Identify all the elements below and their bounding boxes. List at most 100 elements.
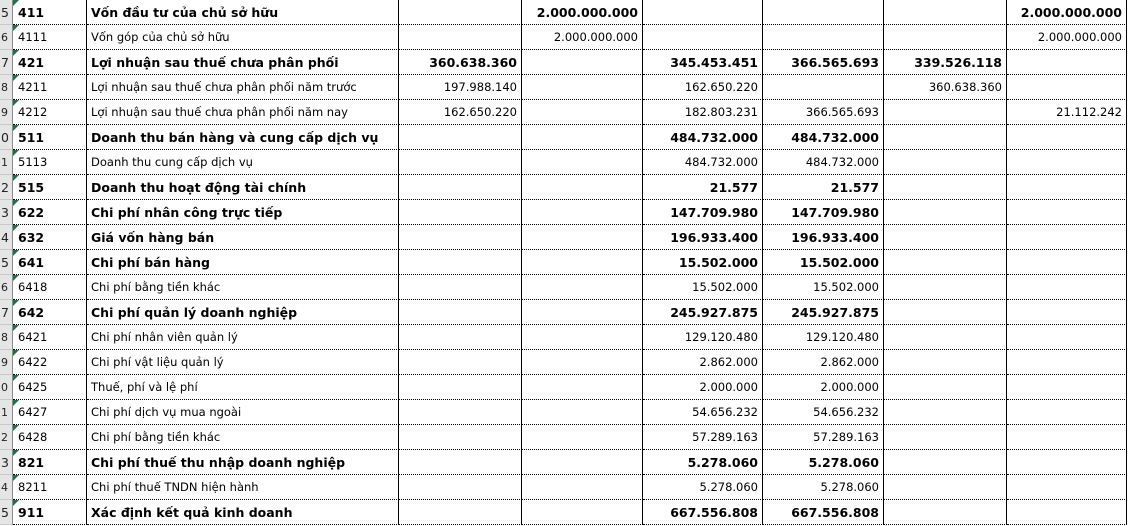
value-cell[interactable]: 15.502.000: [763, 275, 884, 300]
account-code-cell[interactable]: 511: [13, 125, 87, 150]
account-name-cell[interactable]: Chi phí quản lý doanh nghiệp: [87, 300, 399, 325]
value-cell[interactable]: 2.000.000.000: [522, 25, 643, 50]
row-number-cell[interactable]: 3: [0, 450, 13, 475]
value-cell[interactable]: 147.709.980: [763, 200, 884, 225]
value-cell[interactable]: [399, 175, 522, 200]
value-cell[interactable]: 345.453.451: [643, 50, 763, 75]
value-cell[interactable]: [1007, 125, 1127, 150]
account-code-cell[interactable]: 515: [13, 175, 87, 200]
value-cell[interactable]: 245.927.875: [643, 300, 763, 325]
value-cell[interactable]: [884, 175, 1007, 200]
value-cell[interactable]: 57.289.163: [643, 425, 763, 450]
value-cell[interactable]: 129.120.480: [643, 325, 763, 350]
row-number-cell[interactable]: 6: [0, 25, 13, 50]
value-cell[interactable]: [399, 125, 522, 150]
value-cell[interactable]: [399, 0, 522, 25]
row-number-cell[interactable]: 5: [0, 250, 13, 275]
account-name-cell[interactable]: Giá vốn hàng bán: [87, 225, 399, 250]
value-cell[interactable]: [884, 125, 1007, 150]
value-cell[interactable]: 15.502.000: [763, 250, 884, 275]
value-cell[interactable]: [399, 275, 522, 300]
value-cell[interactable]: [643, 0, 763, 25]
account-name-cell[interactable]: Chi phí vật liệu quản lý: [87, 350, 399, 375]
value-cell[interactable]: [522, 100, 643, 125]
value-cell[interactable]: 57.289.163: [763, 425, 884, 450]
value-cell[interactable]: [522, 75, 643, 100]
value-cell[interactable]: 2.000.000.000: [1007, 0, 1127, 25]
value-cell[interactable]: [1007, 350, 1127, 375]
value-cell[interactable]: 484.732.000: [643, 150, 763, 175]
value-cell[interactable]: [1007, 200, 1127, 225]
value-cell[interactable]: [884, 475, 1007, 500]
value-cell[interactable]: 366.565.693: [763, 50, 884, 75]
value-cell[interactable]: 2.000.000.000: [1007, 25, 1127, 50]
value-cell[interactable]: [884, 425, 1007, 450]
value-cell[interactable]: 182.803.231: [643, 100, 763, 125]
account-code-cell[interactable]: 642: [13, 300, 87, 325]
value-cell[interactable]: [399, 25, 522, 50]
value-cell[interactable]: [884, 300, 1007, 325]
account-name-cell[interactable]: Chi phí nhân công trực tiếp: [87, 200, 399, 225]
value-cell[interactable]: [399, 375, 522, 400]
row-number-cell[interactable]: 1: [0, 150, 13, 175]
value-cell[interactable]: [522, 225, 643, 250]
account-code-cell[interactable]: 6427: [13, 400, 87, 425]
value-cell[interactable]: 2.000.000: [763, 375, 884, 400]
value-cell[interactable]: [884, 275, 1007, 300]
account-name-cell[interactable]: Vốn góp của chủ sở hữu: [87, 25, 399, 50]
account-name-cell[interactable]: Chi phí bán hàng: [87, 250, 399, 275]
account-code-cell[interactable]: 421: [13, 50, 87, 75]
value-cell[interactable]: [884, 325, 1007, 350]
account-name-cell[interactable]: Doanh thu hoạt động tài chính: [87, 175, 399, 200]
value-cell[interactable]: 5.278.060: [763, 475, 884, 500]
value-cell[interactable]: [1007, 475, 1127, 500]
value-cell[interactable]: [522, 475, 643, 500]
value-cell[interactable]: 21.577: [643, 175, 763, 200]
value-cell[interactable]: [884, 25, 1007, 50]
value-cell[interactable]: [522, 300, 643, 325]
value-cell[interactable]: [763, 25, 884, 50]
value-cell[interactable]: 2.862.000: [643, 350, 763, 375]
account-code-cell[interactable]: 4111: [13, 25, 87, 50]
value-cell[interactable]: [522, 425, 643, 450]
value-cell[interactable]: 197.988.140: [399, 75, 522, 100]
value-cell[interactable]: [1007, 50, 1127, 75]
value-cell[interactable]: [399, 250, 522, 275]
value-cell[interactable]: [1007, 450, 1127, 475]
account-name-cell[interactable]: Lợi nhuận sau thuế chưa phân phối: [87, 50, 399, 75]
value-cell[interactable]: 5.278.060: [643, 475, 763, 500]
value-cell[interactable]: [1007, 150, 1127, 175]
row-number-cell[interactable]: 9: [0, 350, 13, 375]
value-cell[interactable]: [884, 150, 1007, 175]
row-number-cell[interactable]: 6: [0, 275, 13, 300]
value-cell[interactable]: [522, 500, 643, 525]
row-number-cell[interactable]: 0: [0, 125, 13, 150]
account-name-cell[interactable]: Lợi nhuận sau thuế chưa phân phối năm tr…: [87, 75, 399, 100]
value-cell[interactable]: 21.112.242: [1007, 100, 1127, 125]
value-cell[interactable]: 484.732.000: [643, 125, 763, 150]
value-cell[interactable]: 360.638.360: [399, 50, 522, 75]
value-cell[interactable]: [643, 25, 763, 50]
value-cell[interactable]: 162.650.220: [399, 100, 522, 125]
row-number-cell[interactable]: 0: [0, 375, 13, 400]
value-cell[interactable]: [884, 500, 1007, 525]
value-cell[interactable]: 2.862.000: [763, 350, 884, 375]
value-cell[interactable]: [522, 375, 643, 400]
value-cell[interactable]: [1007, 275, 1127, 300]
value-cell[interactable]: [763, 75, 884, 100]
value-cell[interactable]: 366.565.693: [763, 100, 884, 125]
value-cell[interactable]: 2.000.000.000: [522, 0, 643, 25]
account-code-cell[interactable]: 632: [13, 225, 87, 250]
value-cell[interactable]: [522, 150, 643, 175]
account-code-cell[interactable]: 4211: [13, 75, 87, 100]
value-cell[interactable]: [399, 425, 522, 450]
value-cell[interactable]: [1007, 300, 1127, 325]
account-code-cell[interactable]: 911: [13, 500, 87, 525]
value-cell[interactable]: [884, 375, 1007, 400]
account-code-cell[interactable]: 8211: [13, 475, 87, 500]
row-number-cell[interactable]: 2: [0, 175, 13, 200]
value-cell[interactable]: [522, 350, 643, 375]
account-name-cell[interactable]: Chi phí bằng tiền khác: [87, 275, 399, 300]
value-cell[interactable]: [399, 300, 522, 325]
value-cell[interactable]: [1007, 225, 1127, 250]
